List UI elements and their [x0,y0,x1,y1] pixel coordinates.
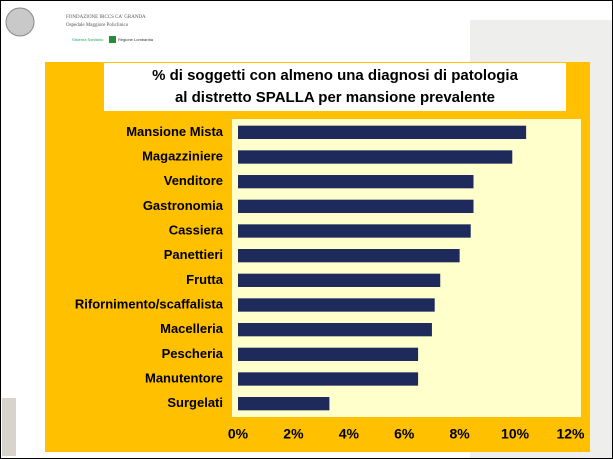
bar [238,175,473,188]
y-tick-label: Cassiera [169,222,224,237]
x-tick-label: 4% [339,426,360,442]
chart-title: al distretto SPALLA per mansione prevale… [175,89,495,106]
y-tick-label: Surgelati [167,395,223,410]
x-tick-label: 12% [556,426,585,442]
y-tick-label: Mansione Mista [126,124,224,139]
x-tick-label: 0% [228,426,249,442]
bar [238,249,460,262]
y-tick-label: Pescheria [162,346,224,361]
side-logo [2,398,16,456]
y-tick-label: Venditore [164,173,223,188]
y-tick-label: Manutentore [145,370,223,385]
x-tick-label: 6% [394,426,415,442]
x-tick-label: 10% [501,426,530,442]
header-text: Ospedale Maggiore Policlinico [66,23,129,28]
plot-area [232,119,581,417]
header-text: Regione Lombardia [118,37,154,42]
y-tick-label: Panettieri [164,247,223,262]
region-logo [109,36,116,43]
bar [238,150,512,163]
x-tick-label: 8% [450,426,471,442]
bar [238,323,432,336]
slide: FONDAZIONE IRCCS CA' GRANDA Ospedale Mag… [0,0,613,459]
bar [238,274,440,287]
bar [238,372,418,385]
header-text: Sistema Sanitario [72,37,104,42]
bar [238,200,473,213]
bar [238,397,329,410]
bar [238,298,435,311]
bar [238,348,418,361]
logo-seal [6,8,34,36]
chart-title: % di soggetti con almeno una diagnosi di… [152,67,519,84]
x-tick-label: 2% [283,426,304,442]
bar [238,126,526,139]
bar [238,224,471,237]
y-tick-label: Gastronomia [143,198,224,213]
y-tick-label: Rifornimento/scaffalista [75,296,224,311]
y-tick-label: Frutta [186,272,224,287]
y-tick-label: Magazziniere [142,148,223,163]
y-tick-label: Macelleria [160,321,224,336]
header-text: FONDAZIONE IRCCS CA' GRANDA [66,15,146,20]
